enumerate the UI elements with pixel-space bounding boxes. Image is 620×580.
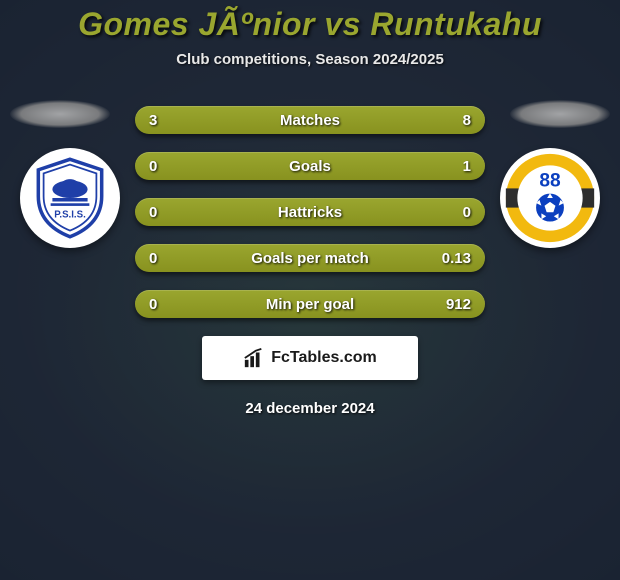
player-shadow-right (510, 100, 610, 128)
stat-label: Matches (183, 112, 437, 129)
stat-bar: 0Min per goal912 (135, 290, 485, 318)
stat-bar: 0Goals per match0.13 (135, 244, 485, 272)
comparison-arena: P.S.I.S. 88 (0, 106, 620, 318)
watermark: FcTables.com (202, 336, 418, 380)
stat-bar: 0Goals1 (135, 152, 485, 180)
stat-value-left: 3 (149, 112, 183, 129)
stat-value-left: 0 (149, 204, 183, 221)
club-badge-left: P.S.I.S. (20, 148, 120, 248)
barito-crest-icon: 88 (502, 150, 598, 246)
psis-crest-icon: P.S.I.S. (26, 154, 114, 242)
stat-label: Goals (183, 158, 437, 175)
comparison-card: Gomes JÃºnior vs Runtukahu Club competit… (0, 0, 620, 580)
stat-value-right: 0 (437, 204, 471, 221)
stat-value-left: 0 (149, 158, 183, 175)
subtitle: Club competitions, Season 2024/2025 (176, 51, 444, 68)
stat-bar: 0Hattricks0 (135, 198, 485, 226)
stat-label: Goals per match (183, 250, 437, 267)
club-right-number: 88 (539, 170, 561, 191)
stat-value-right: 912 (437, 296, 471, 313)
watermark-text: FcTables.com (271, 349, 377, 367)
stat-label: Min per goal (183, 296, 437, 313)
stats-list: 3Matches80Goals10Hattricks00Goals per ma… (135, 106, 485, 318)
stat-value-right: 1 (437, 158, 471, 175)
player-shadow-left (10, 100, 110, 128)
club-badge-right: 88 (500, 148, 600, 248)
page-title: Gomes JÃºnior vs Runtukahu (78, 6, 542, 43)
stat-value-left: 0 (149, 296, 183, 313)
stat-value-right: 8 (437, 112, 471, 129)
date-text: 24 december 2024 (245, 400, 374, 417)
stat-bar: 3Matches8 (135, 106, 485, 134)
stat-value-right: 0.13 (437, 250, 471, 267)
stat-label: Hattricks (183, 204, 437, 221)
stat-value-left: 0 (149, 250, 183, 267)
bar-chart-icon (243, 347, 265, 369)
svg-text:P.S.I.S.: P.S.I.S. (54, 209, 86, 220)
